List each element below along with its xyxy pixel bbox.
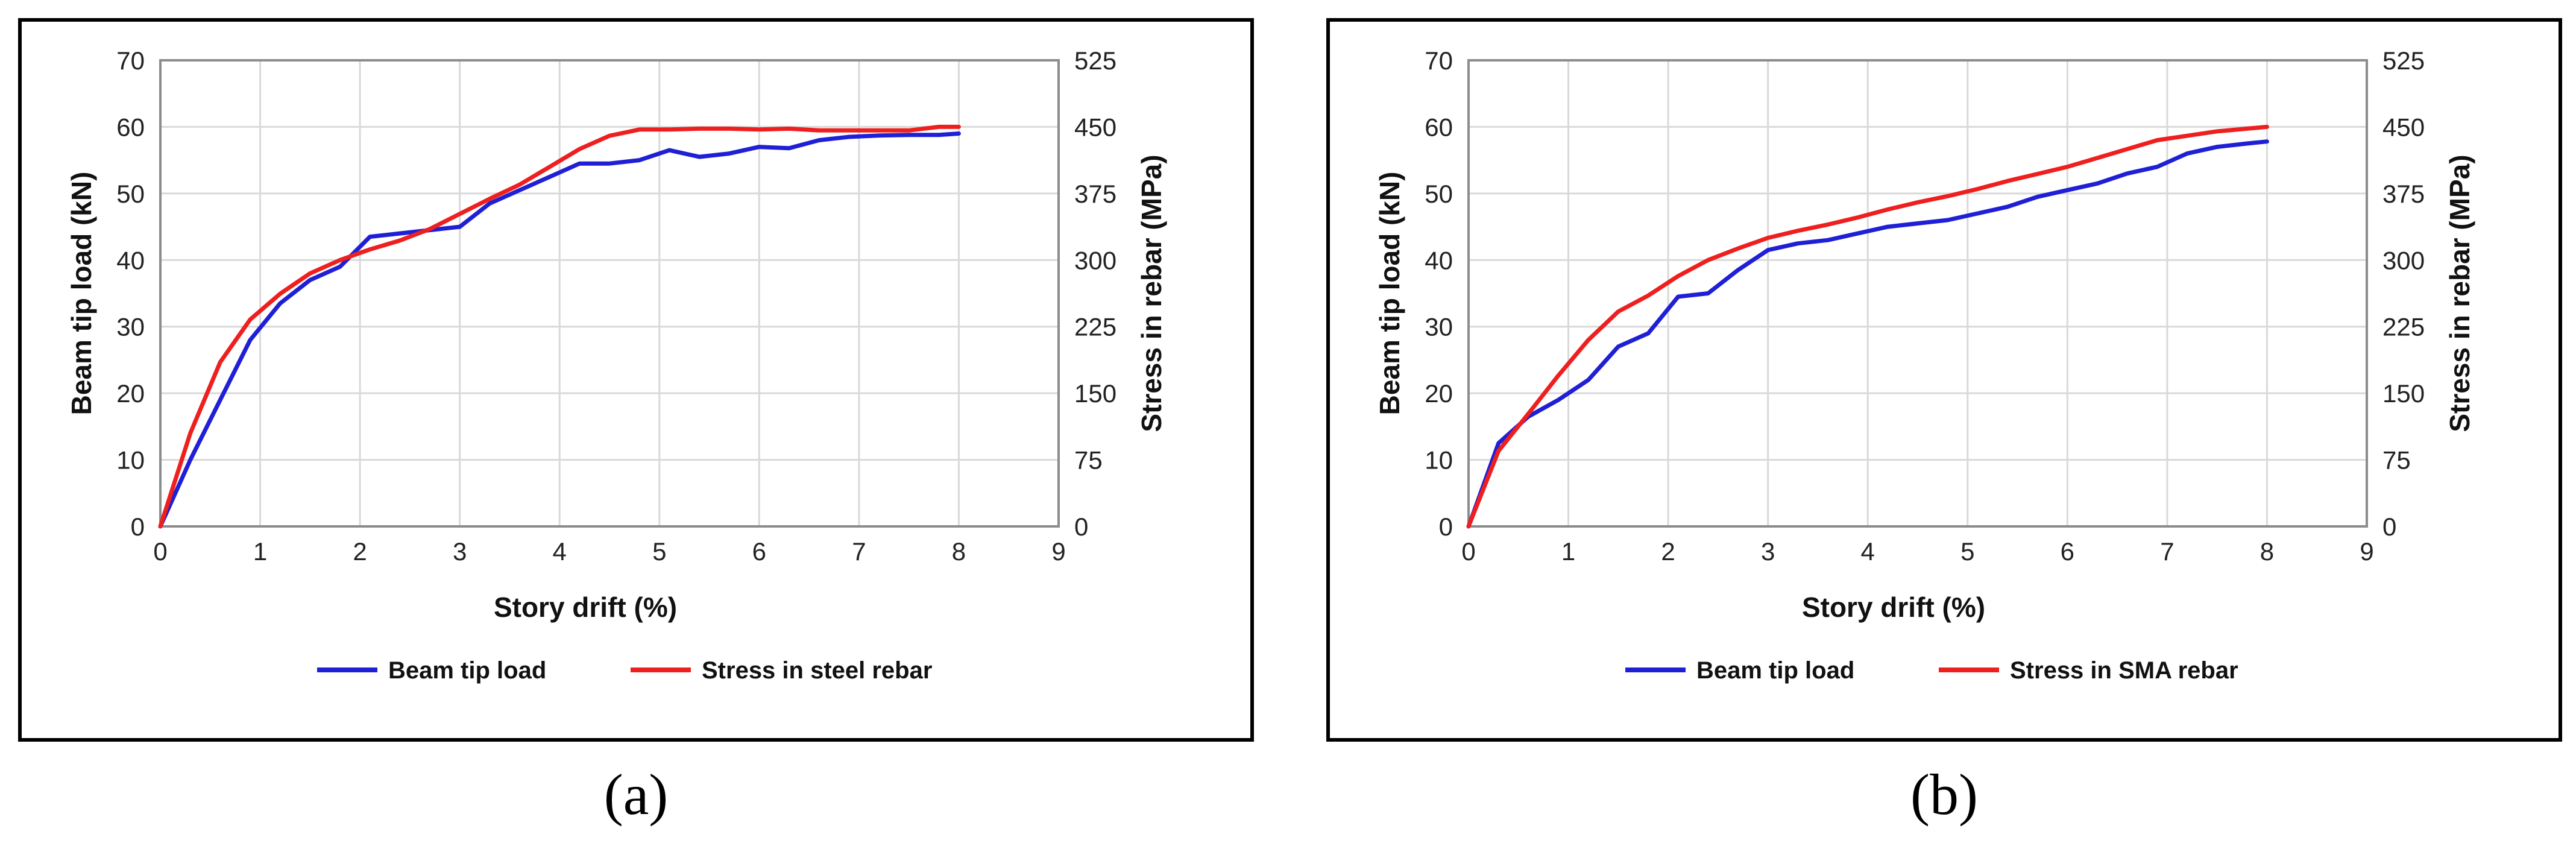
x-tick-label: 9 [1051,537,1065,566]
y-axis-title: Beam tip load (kN) [66,172,97,415]
plot-frame [1467,59,2368,528]
x-tick-label: 5 [652,537,666,566]
x-tick-label: 7 [852,537,866,566]
y-tick-label: 70 [116,46,145,75]
y2-tick-label: 0 [2382,513,2396,541]
x-tick-label: 0 [1461,537,1475,566]
y-tick-label: 30 [1425,313,1453,341]
y-tick-label: 40 [1425,246,1453,274]
legend-label: Stress in steel rebar [702,657,932,684]
y2-tick-label: 525 [2382,46,2425,75]
y-tick-label: 30 [116,313,145,341]
y2-tick-label: 225 [1074,313,1116,341]
x-tick-label: 2 [1661,537,1675,566]
y-tick-label: 60 [116,113,145,141]
y2-tick-label: 75 [2382,446,2411,475]
x-axis-title: Story drift (%) [494,592,677,623]
plot-frame [159,59,1060,528]
series-line-stress [1466,124,2269,529]
chart-panel-b: 0 1 2 3 4 5 6 7 8 9 0 10 20 30 40 50 60 70 0 75 150 225 300 375… [1326,18,2562,742]
x-tick-label: 3 [1761,537,1775,566]
caption-a: (a) [603,762,669,827]
y2-tick-label: 525 [1074,46,1116,75]
series-line-stress [158,124,961,529]
y2-axis-title: Stress in rebar (MPa) [2444,154,2475,432]
legend-label: Stress in SMA rebar [2010,657,2238,684]
y2-tick-label: 300 [1074,246,1116,274]
y-tick-label: 70 [1425,46,1453,75]
x-tick-label: 3 [453,537,467,566]
legend-label: Beam tip load [1696,657,1854,684]
x-tick-label: 9 [2360,537,2373,566]
y2-tick-label: 0 [1074,513,1088,541]
x-tick-label: 0 [153,537,167,566]
y2-tick-label: 75 [1074,446,1103,475]
y-tick-label: 50 [116,180,145,208]
series-line-load [158,131,961,529]
x-tick-label: 6 [2061,537,2074,566]
y2-tick-label: 225 [2382,313,2425,341]
x-tick-label: 4 [553,537,567,566]
y2-tick-label: 150 [1074,379,1116,408]
y-tick-label: 20 [116,379,145,408]
y2-tick-label: 150 [2382,379,2425,408]
y-tick-label: 40 [116,246,145,274]
chart-b-svg: 0 1 2 3 4 5 6 7 8 9010203040506070075150225300375… [1374,46,2475,684]
y-tick-label: 10 [116,446,145,475]
y2-tick-label: 450 [2382,113,2425,141]
x-axis-title: Story drift (%) [1802,592,1985,623]
x-tick-label: 6 [752,537,766,566]
chart-a-svg: 0 1 2 3 4 5 6 7 8 9010203040506070075150225300375… [66,46,1167,684]
y-axis-title: Beam tip load (kN) [1374,172,1405,415]
y-tick-label: 10 [1425,446,1453,475]
y2-tick-label: 300 [2382,246,2425,274]
legend-label: Beam tip load [388,657,546,684]
y-tick-label: 20 [1425,379,1453,408]
caption-b: (b) [1910,762,1978,827]
y2-axis-title: Stress in rebar (MPa) [1136,154,1167,432]
y-tick-label: 50 [1425,180,1453,208]
x-tick-label: 5 [1960,537,1974,566]
x-tick-label: 1 [253,537,267,566]
x-tick-label: 8 [952,537,966,566]
x-tick-label: 8 [2260,537,2274,566]
y-tick-label: 0 [131,513,145,541]
x-tick-label: 4 [1861,537,1875,566]
y-tick-label: 60 [1425,113,1453,141]
x-tick-label: 2 [353,537,367,566]
y-tick-label: 0 [1439,513,1453,541]
y2-tick-label: 375 [2382,180,2425,208]
chart-panel-a: 0 1 2 3 4 5 6 7 8 9 0 10 20 30 40 50 60 70 0 75 150 225 300 375… [18,18,1254,742]
series-line-load [1466,139,2269,529]
y2-tick-label: 375 [1074,180,1116,208]
y2-tick-label: 450 [1074,113,1116,141]
x-tick-label: 7 [2160,537,2174,566]
x-tick-label: 1 [1561,537,1575,566]
